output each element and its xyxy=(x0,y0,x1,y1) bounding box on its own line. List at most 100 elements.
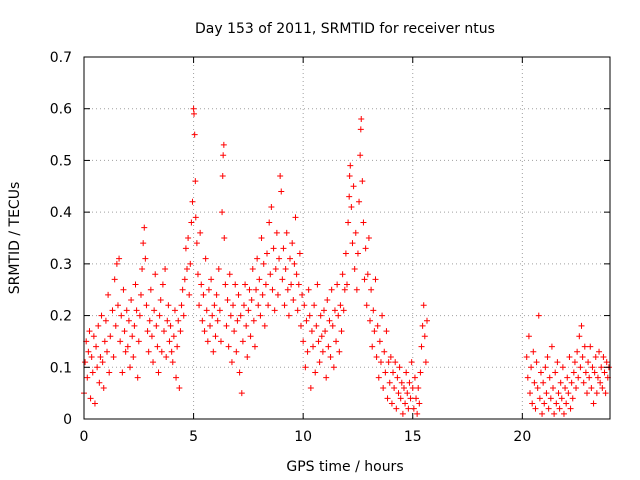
data-point xyxy=(596,348,603,355)
data-point xyxy=(557,379,564,386)
data-point xyxy=(144,328,151,335)
data-point xyxy=(119,369,126,376)
data-point xyxy=(602,390,609,397)
data-point xyxy=(191,131,198,138)
data-point xyxy=(575,374,582,381)
data-point xyxy=(88,353,95,360)
data-point xyxy=(87,395,94,402)
data-point xyxy=(423,317,430,324)
data-point xyxy=(588,384,595,391)
data-point xyxy=(545,405,552,412)
data-point xyxy=(540,379,547,386)
y-axis-label: SRMTID / TECUs xyxy=(7,182,23,295)
data-point xyxy=(146,317,153,324)
data-point xyxy=(327,353,334,360)
data-point xyxy=(230,302,237,309)
data-point xyxy=(82,359,89,366)
data-point xyxy=(384,395,391,402)
y-tick-label: 0.7 xyxy=(50,50,72,66)
data-point xyxy=(367,317,374,324)
data-point xyxy=(394,374,401,381)
data-point xyxy=(98,312,105,319)
data-point xyxy=(304,348,311,355)
data-point xyxy=(589,364,596,371)
data-point xyxy=(242,281,249,288)
data-point xyxy=(235,291,242,298)
data-point xyxy=(559,364,566,371)
data-point xyxy=(181,276,188,283)
data-point xyxy=(113,260,120,267)
data-point xyxy=(220,141,227,148)
data-point xyxy=(368,286,375,293)
data-point xyxy=(576,333,583,340)
data-point xyxy=(152,271,159,278)
data-point xyxy=(197,229,204,236)
data-point xyxy=(345,219,352,226)
data-point xyxy=(603,359,610,366)
data-point xyxy=(414,410,421,417)
data-point xyxy=(194,271,201,278)
data-point xyxy=(203,307,210,314)
data-point xyxy=(227,312,234,319)
data-point xyxy=(411,374,418,381)
x-tick-label: 10 xyxy=(294,429,312,445)
data-point xyxy=(237,312,244,319)
data-point xyxy=(573,384,580,391)
data-point xyxy=(317,312,324,319)
data-point xyxy=(165,302,172,309)
data-point xyxy=(164,317,171,324)
data-point xyxy=(599,384,606,391)
data-point xyxy=(305,286,312,293)
data-point xyxy=(360,219,367,226)
data-point xyxy=(294,307,301,314)
data-point xyxy=(370,307,377,314)
data-point xyxy=(527,390,534,397)
data-point xyxy=(288,281,295,288)
data-point xyxy=(560,410,567,417)
data-point xyxy=(419,322,426,329)
data-point xyxy=(363,302,370,309)
data-point xyxy=(133,307,140,314)
data-point xyxy=(243,322,250,329)
data-point xyxy=(228,359,235,366)
data-point xyxy=(587,343,594,350)
data-point xyxy=(260,260,267,267)
data-point xyxy=(324,297,331,304)
data-point xyxy=(150,359,157,366)
data-point xyxy=(101,338,108,345)
data-point xyxy=(261,322,268,329)
data-point xyxy=(289,240,296,247)
data-point xyxy=(293,271,300,278)
data-point xyxy=(382,369,389,376)
data-point xyxy=(171,307,178,314)
data-point xyxy=(209,312,216,319)
data-point xyxy=(116,255,123,262)
data-point xyxy=(415,384,422,391)
y-tick-label: 0.6 xyxy=(50,102,72,118)
data-point xyxy=(314,281,321,288)
data-point xyxy=(600,353,607,360)
y-tick-label: 0.1 xyxy=(50,360,72,376)
data-point xyxy=(202,255,209,262)
data-point xyxy=(346,172,353,179)
data-point xyxy=(562,384,569,391)
data-point xyxy=(544,353,551,360)
data-point xyxy=(121,328,128,335)
data-point xyxy=(311,302,318,309)
data-point xyxy=(300,338,307,345)
data-point xyxy=(167,322,174,329)
data-point xyxy=(89,369,96,376)
data-point xyxy=(417,369,424,376)
data-point xyxy=(365,235,372,241)
data-point xyxy=(276,255,283,262)
data-point xyxy=(333,338,340,345)
data-point xyxy=(349,240,356,247)
y-tick-label: 0 xyxy=(63,412,72,428)
data-point xyxy=(301,302,308,309)
data-point xyxy=(308,328,315,335)
data-point xyxy=(84,374,91,381)
data-point xyxy=(222,281,229,288)
data-point xyxy=(348,203,355,210)
data-point xyxy=(528,364,535,371)
